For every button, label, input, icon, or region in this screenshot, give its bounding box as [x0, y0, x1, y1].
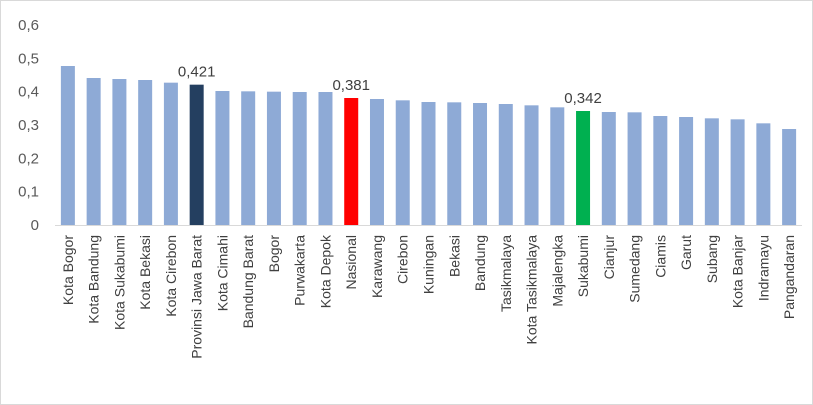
y-tick-label: 0,6: [18, 17, 39, 34]
y-tick-label: 0,1: [18, 184, 39, 201]
bar: [704, 118, 719, 225]
bar: [292, 92, 307, 225]
x-tick-label: Kota Cirebon: [163, 235, 179, 317]
bar: [241, 91, 256, 225]
x-tick-label: Cianjur: [601, 235, 617, 280]
x-tick-label: Majalengka: [549, 235, 565, 307]
x-tick-label: Kota Banjar: [730, 235, 746, 308]
x-tick-label: Kota Sukabumi: [111, 235, 127, 330]
y-tick-label: 0,4: [18, 84, 39, 101]
x-tick-label: Garut: [678, 235, 694, 270]
x-tick-label: Provinsi Jawa Barat: [189, 235, 205, 359]
x-tick-label: Karawang: [369, 235, 385, 298]
bar: [163, 82, 178, 225]
x-tick-label: Kota Tasikmalaya: [524, 235, 540, 345]
x-tick-label: Bogor: [266, 235, 282, 273]
x-tick-label: Sumedang: [627, 235, 643, 303]
bar: [473, 103, 488, 225]
data-labels: 0,421 0,381 0,342: [178, 64, 602, 107]
bar: [550, 107, 565, 225]
bar: [86, 78, 101, 225]
bar: [601, 112, 616, 225]
bar: [189, 84, 204, 225]
bar: [369, 99, 384, 225]
x-tick-label: Ciamis: [652, 235, 668, 278]
bar: [447, 102, 462, 225]
bar: [756, 123, 771, 225]
x-tick-label: Subang: [704, 235, 720, 283]
bar: [112, 79, 127, 225]
x-tick-label: Kota Depok: [317, 234, 333, 308]
bar: [782, 129, 797, 225]
bar: [344, 98, 359, 225]
x-tick-label: Bandung Barat: [240, 235, 256, 329]
y-axis-labels: 0 0,1 0,2 0,3 0,4 0,5 0,6: [18, 17, 39, 234]
bar: [679, 117, 694, 225]
bar: [576, 111, 591, 225]
y-tick-label: 0,5: [18, 50, 39, 67]
bar: [498, 104, 513, 225]
x-tick-label: Bandung: [472, 235, 488, 291]
x-tick-label: Sukabumi: [575, 235, 591, 297]
x-tick-label: Purwakarta: [292, 235, 308, 306]
bar: [138, 80, 153, 225]
x-tick-label: Kuningan: [421, 235, 437, 294]
bar: [627, 112, 642, 225]
x-tick-label: Tasikmalaya: [498, 235, 514, 312]
bar: [421, 102, 436, 225]
bar: [395, 100, 410, 225]
x-tick-label: Kota Bogor: [60, 235, 76, 305]
data-label: 0,381: [332, 77, 370, 94]
x-tick-label: Nasional: [343, 235, 359, 289]
y-tick-label: 0,3: [18, 117, 39, 134]
x-tick-label: Bekasi: [446, 235, 462, 277]
bar: [266, 91, 281, 225]
x-tick-label: Cirebon: [395, 235, 411, 284]
x-tick-label: Kota Bekasi: [137, 235, 153, 310]
bar: [524, 105, 539, 225]
data-label: 0,421: [178, 64, 216, 81]
y-tick-label: 0: [31, 217, 39, 234]
x-tick-label: Kota Cimahi: [214, 235, 230, 311]
bar: [60, 66, 75, 225]
bar: [215, 91, 230, 225]
x-tick-label: Kota Bandung: [86, 235, 102, 324]
data-label: 0,342: [564, 90, 602, 107]
bar: [318, 92, 333, 225]
x-axis-labels: Kota Bogor Kota Bandung Kota Sukabumi Kota …: [60, 234, 797, 359]
bar: [730, 119, 745, 225]
y-tick-label: 0,2: [18, 150, 39, 167]
bar: [653, 116, 668, 225]
bars: [60, 66, 797, 225]
x-tick-label: Pangandaran: [781, 235, 797, 319]
x-tick-label: Indramayu: [755, 235, 771, 301]
